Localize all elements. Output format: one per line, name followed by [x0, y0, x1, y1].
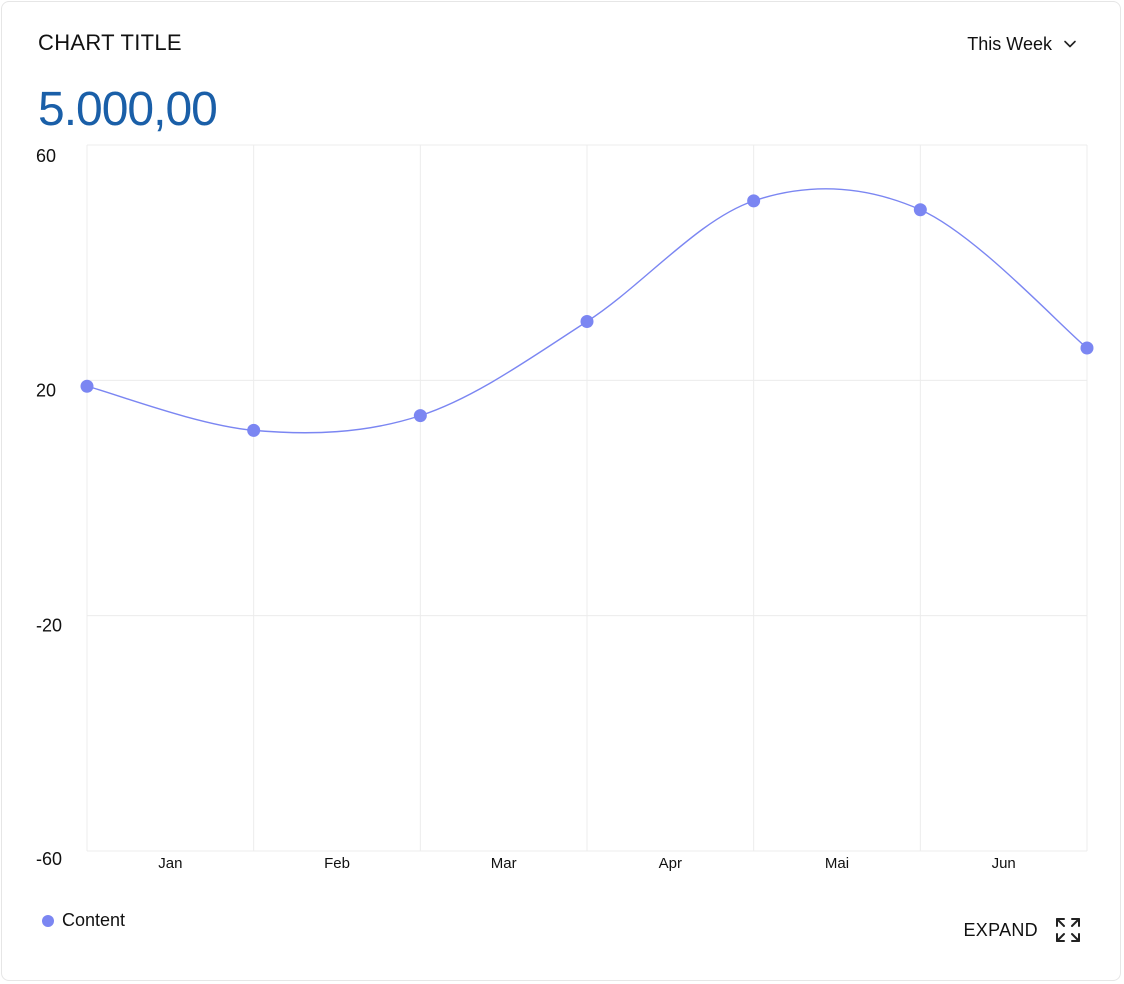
legend-label: Content — [62, 910, 126, 930]
expand-button[interactable]: EXPAND — [964, 916, 1083, 944]
chart-legend[interactable]: Content — [42, 910, 125, 931]
y-axis: 60 20 -20 -60 — [36, 146, 62, 869]
x-axis: Jan Feb Mar Apr Mai Jun — [158, 855, 1016, 872]
chevron-down-icon — [1064, 40, 1076, 48]
series-content — [80, 188, 1094, 437]
expand-arrows-icon — [1056, 918, 1080, 942]
data-point[interactable] — [80, 379, 94, 393]
x-tick-label: Mai — [825, 855, 849, 872]
legend-marker — [42, 914, 54, 927]
y-tick-label: 60 — [36, 146, 56, 166]
x-tick-label: Jan — [158, 855, 182, 872]
y-tick-label: -20 — [36, 616, 62, 636]
data-point[interactable] — [413, 409, 427, 423]
x-tick-label: Mar — [491, 855, 517, 872]
y-tick-label: -60 — [36, 849, 62, 869]
data-point[interactable] — [1080, 341, 1094, 355]
chart-title: CHART TITLE — [38, 30, 182, 55]
data-point[interactable] — [580, 315, 594, 328]
data-point[interactable] — [913, 203, 927, 217]
summary-value: 5.000,00 — [38, 83, 218, 136]
expand-label: EXPAND — [963, 919, 1038, 940]
x-tick-label: Apr — [659, 855, 682, 872]
period-label: This Week — [967, 33, 1052, 54]
x-tick-label: Feb — [324, 855, 350, 872]
grid — [86, 144, 1088, 852]
x-tick-label: Jun — [992, 855, 1016, 872]
data-point[interactable] — [247, 423, 261, 437]
period-dropdown[interactable]: This Week — [967, 32, 1078, 56]
data-point[interactable] — [747, 194, 761, 208]
y-tick-label: 20 — [36, 380, 56, 400]
